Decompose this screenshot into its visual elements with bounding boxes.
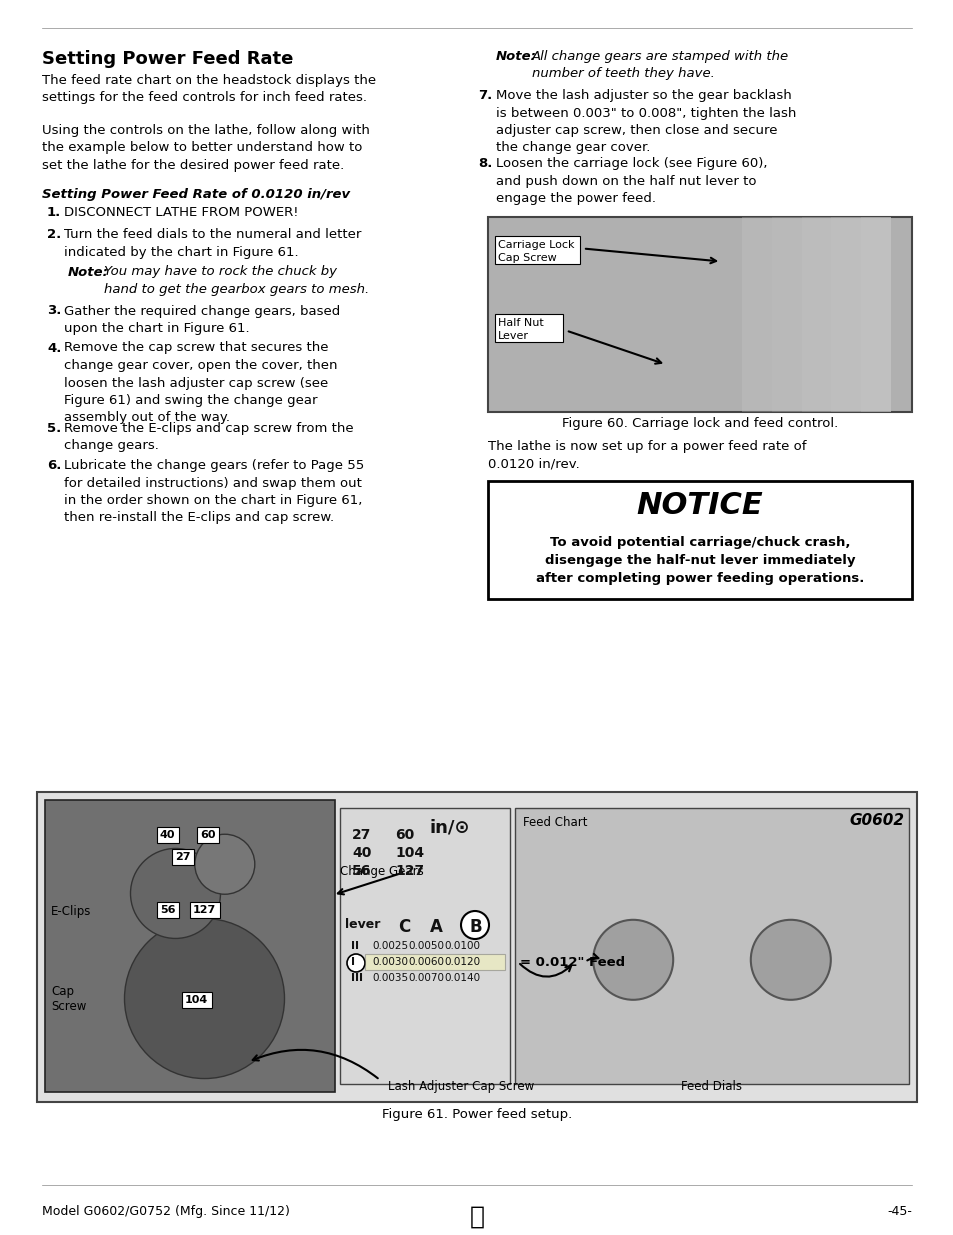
Text: Remove the E-clips and cap screw from the
change gears.: Remove the E-clips and cap screw from th… [64,422,354,452]
Text: 56: 56 [352,864,371,878]
Text: Model G0602/G0752 (Mfg. Since 11/12): Model G0602/G0752 (Mfg. Since 11/12) [42,1205,290,1218]
Text: in/⊙: in/⊙ [430,818,470,836]
Text: = 0.012" Feed: = 0.012" Feed [519,956,624,969]
Text: Note:: Note: [68,266,109,279]
Circle shape [131,848,220,939]
Circle shape [194,834,254,894]
Text: The lathe is now set up for a power feed rate of
0.0120 in/rev.: The lathe is now set up for a power feed… [488,440,805,471]
Text: Lubricate the change gears (refer to Page 55
for detailed instructions) and swap: Lubricate the change gears (refer to Pag… [64,459,364,525]
FancyBboxPatch shape [495,236,579,263]
Bar [488,480,911,599]
Text: Feed Chart: Feed Chart [522,816,587,829]
Text: 🐻: 🐻 [469,1205,484,1229]
Text: 104: 104 [185,995,208,1005]
Text: The feed rate chart on the headstock displays the
settings for the feed controls: The feed rate chart on the headstock dis… [42,74,375,105]
Text: 3.: 3. [47,305,61,317]
Text: 7.: 7. [477,89,492,103]
Text: All change gears are stamped with the
number of teeth they have.: All change gears are stamped with the nu… [532,49,788,80]
Text: 4.: 4. [47,342,61,354]
Text: lever: lever [345,918,380,931]
Circle shape [750,920,830,1000]
Bar [196,827,219,844]
Text: 5.: 5. [47,422,61,435]
Text: Figure 61. Power feed setup.: Figure 61. Power feed setup. [381,1108,572,1121]
Text: Gather the required change gears, based
upon the chart in Figure 61.: Gather the required change gears, based … [64,305,340,335]
Text: A: A [430,918,442,936]
Text: 40: 40 [352,846,371,860]
Text: Move the lash adjuster so the gear backlash
is between 0.003" to 0.008", tighten: Move the lash adjuster so the gear backl… [496,89,796,154]
Text: G0602: G0602 [848,813,903,827]
Text: Lash Adjuster Cap Screw: Lash Adjuster Cap Screw [388,1079,534,1093]
Bar [182,992,212,1008]
Circle shape [125,919,284,1078]
Text: Setting Power Feed Rate: Setting Power Feed Rate [42,49,294,68]
Text: Using the controls on the lathe, follow along with
the example below to better u: Using the controls on the lathe, follow … [42,124,370,172]
Bar [157,827,179,844]
Text: 0.0035: 0.0035 [372,973,408,983]
Circle shape [460,911,489,939]
Text: Figure 60. Carriage lock and feed control.: Figure 60. Carriage lock and feed contro… [561,417,838,431]
Bar [190,902,220,918]
Text: Note:: Note: [496,49,537,63]
Bar [861,216,890,411]
Text: 40: 40 [160,830,175,840]
Text: Feed Dials: Feed Dials [680,1079,741,1093]
Text: 0.0100: 0.0100 [443,941,479,951]
Circle shape [593,920,673,1000]
Text: DISCONNECT LATHE FROM POWER!: DISCONNECT LATHE FROM POWER! [64,206,298,219]
Bar [172,848,193,864]
Text: 0.0060: 0.0060 [408,957,443,967]
Text: III: III [351,973,363,983]
Text: 27: 27 [352,827,371,842]
Bar [515,808,908,1084]
Text: B: B [470,918,482,936]
Text: Remove the cap screw that secures the
change gear cover, open the cover, then
lo: Remove the cap screw that secures the ch… [64,342,337,425]
Text: Carriage Lock
Cap Screw: Carriage Lock Cap Screw [497,240,574,263]
Text: 0.0120: 0.0120 [443,957,479,967]
Text: 127: 127 [193,905,216,915]
Text: 104: 104 [395,846,424,860]
Bar [365,953,504,969]
Text: 1.: 1. [47,206,61,219]
Bar [801,216,831,411]
Text: 27: 27 [174,852,191,862]
Text: To avoid potential carriage/chuck crash,
disengage the half-nut lever immediatel: To avoid potential carriage/chuck crash,… [536,536,863,585]
Bar [771,216,801,411]
Text: 6.: 6. [47,459,61,472]
Text: 0.0140: 0.0140 [443,973,479,983]
Bar [488,216,911,411]
Text: NOTICE: NOTICE [636,492,762,520]
Text: I: I [351,957,355,967]
Bar [339,808,510,1084]
Bar [831,216,861,411]
Text: 56: 56 [160,905,175,915]
Text: 127: 127 [395,864,424,878]
Bar [37,792,916,1102]
Text: 0.0030: 0.0030 [372,957,408,967]
Text: You may have to rock the chuck by
hand to get the gearbox gears to mesh.: You may have to rock the chuck by hand t… [104,266,369,296]
Bar [741,216,771,411]
Text: Cap
Screw: Cap Screw [51,986,87,1013]
Text: 60: 60 [200,830,215,840]
Text: Setting Power Feed Rate of 0.0120 in/rev: Setting Power Feed Rate of 0.0120 in/rev [42,188,350,201]
Text: -45-: -45- [886,1205,911,1218]
Text: 0.0025: 0.0025 [372,941,408,951]
Text: Half Nut
Lever: Half Nut Lever [497,317,543,341]
Text: Loosen the carriage lock (see Figure 60),
and push down on the half nut lever to: Loosen the carriage lock (see Figure 60)… [496,157,767,205]
FancyBboxPatch shape [495,314,562,342]
Text: E-Clips: E-Clips [51,905,91,918]
Text: II: II [351,941,358,951]
Bar [45,800,335,1092]
Text: Turn the feed dials to the numeral and letter
indicated by the chart in Figure 6: Turn the feed dials to the numeral and l… [64,228,361,259]
Bar [157,902,179,918]
Text: 8.: 8. [477,157,492,170]
Circle shape [347,953,365,972]
Text: Change Gears: Change Gears [339,864,423,878]
Text: 60: 60 [395,827,414,842]
Text: 0.0070: 0.0070 [408,973,443,983]
Text: 0.0050: 0.0050 [408,941,443,951]
Text: 2.: 2. [47,228,61,242]
Text: C: C [397,918,410,936]
